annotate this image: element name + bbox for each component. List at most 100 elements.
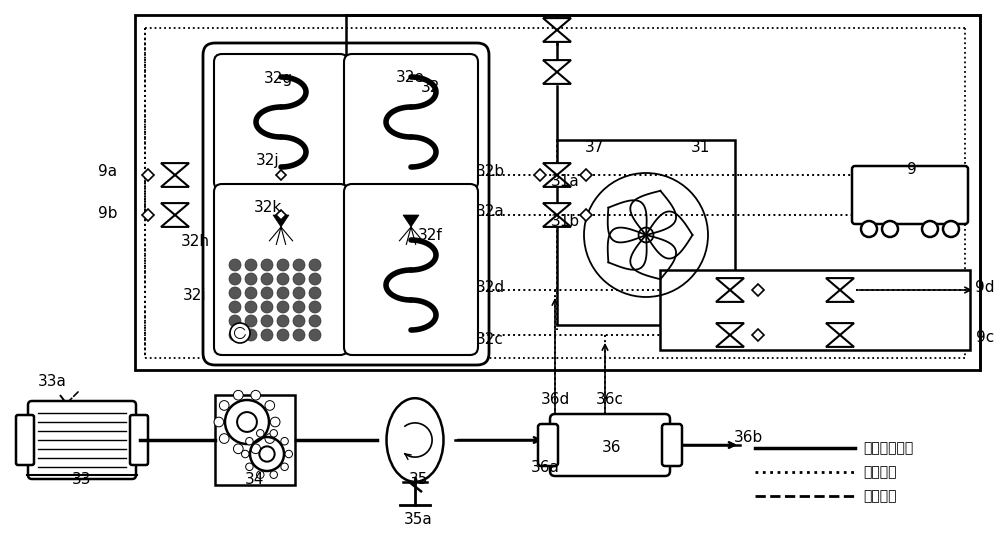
Circle shape bbox=[882, 221, 898, 237]
Polygon shape bbox=[716, 323, 744, 335]
Circle shape bbox=[219, 434, 229, 443]
Circle shape bbox=[251, 444, 261, 454]
Circle shape bbox=[293, 273, 305, 285]
Circle shape bbox=[261, 287, 273, 299]
Circle shape bbox=[229, 287, 241, 299]
Circle shape bbox=[281, 463, 288, 470]
Circle shape bbox=[242, 450, 249, 458]
Polygon shape bbox=[161, 175, 189, 187]
Polygon shape bbox=[716, 335, 744, 347]
Polygon shape bbox=[826, 290, 854, 302]
Polygon shape bbox=[716, 278, 744, 290]
Circle shape bbox=[233, 390, 243, 400]
Polygon shape bbox=[826, 323, 854, 335]
Text: 9c: 9c bbox=[976, 331, 994, 345]
Circle shape bbox=[277, 315, 289, 327]
Text: 32e: 32e bbox=[396, 70, 424, 86]
FancyBboxPatch shape bbox=[28, 401, 136, 479]
Polygon shape bbox=[543, 72, 571, 84]
Text: 9d: 9d bbox=[975, 280, 995, 294]
Circle shape bbox=[261, 329, 273, 341]
Circle shape bbox=[229, 315, 241, 327]
Circle shape bbox=[229, 273, 241, 285]
Text: 电能流向: 电能流向 bbox=[863, 489, 896, 503]
Text: 35a: 35a bbox=[404, 513, 432, 527]
FancyBboxPatch shape bbox=[538, 424, 558, 466]
Text: 9b: 9b bbox=[98, 207, 118, 222]
Circle shape bbox=[229, 259, 241, 271]
Circle shape bbox=[245, 287, 257, 299]
Circle shape bbox=[265, 434, 275, 443]
Circle shape bbox=[245, 329, 257, 341]
Circle shape bbox=[270, 430, 277, 437]
Circle shape bbox=[309, 273, 321, 285]
Text: 32c: 32c bbox=[476, 332, 504, 347]
Text: 37: 37 bbox=[585, 140, 605, 156]
Text: 32d: 32d bbox=[475, 280, 505, 294]
Circle shape bbox=[257, 430, 264, 437]
FancyBboxPatch shape bbox=[203, 43, 489, 365]
Circle shape bbox=[309, 301, 321, 313]
Polygon shape bbox=[161, 203, 189, 215]
Circle shape bbox=[309, 315, 321, 327]
Text: 36a: 36a bbox=[531, 460, 559, 474]
Circle shape bbox=[245, 315, 257, 327]
Circle shape bbox=[219, 401, 229, 410]
Text: 34: 34 bbox=[245, 473, 265, 487]
Circle shape bbox=[270, 417, 280, 427]
Circle shape bbox=[293, 259, 305, 271]
Polygon shape bbox=[543, 30, 571, 42]
Circle shape bbox=[270, 471, 277, 479]
Circle shape bbox=[229, 301, 241, 313]
Circle shape bbox=[277, 273, 289, 285]
Text: 二氧化碳流向: 二氧化碳流向 bbox=[863, 441, 913, 455]
Polygon shape bbox=[543, 18, 571, 30]
Circle shape bbox=[261, 315, 273, 327]
Polygon shape bbox=[142, 169, 154, 181]
Text: 33: 33 bbox=[72, 473, 92, 487]
Polygon shape bbox=[580, 169, 592, 181]
Text: 32j: 32j bbox=[256, 152, 280, 167]
Circle shape bbox=[261, 259, 273, 271]
Circle shape bbox=[229, 329, 241, 341]
Text: 33a: 33a bbox=[38, 375, 66, 390]
Text: 36d: 36d bbox=[540, 392, 570, 408]
Text: 32g: 32g bbox=[263, 70, 293, 86]
Polygon shape bbox=[580, 209, 592, 221]
Circle shape bbox=[293, 329, 305, 341]
Circle shape bbox=[265, 401, 275, 410]
Text: 32h: 32h bbox=[180, 235, 210, 249]
Polygon shape bbox=[276, 210, 286, 220]
Text: 31a: 31a bbox=[551, 175, 579, 190]
Ellipse shape bbox=[386, 398, 444, 482]
Text: 31b: 31b bbox=[550, 215, 580, 229]
Circle shape bbox=[309, 287, 321, 299]
Circle shape bbox=[309, 259, 321, 271]
Text: 32i: 32i bbox=[183, 287, 207, 302]
Circle shape bbox=[943, 221, 959, 237]
Polygon shape bbox=[826, 278, 854, 290]
Circle shape bbox=[246, 437, 253, 445]
FancyBboxPatch shape bbox=[214, 54, 348, 190]
Circle shape bbox=[245, 259, 257, 271]
Text: 32k: 32k bbox=[254, 199, 282, 215]
Polygon shape bbox=[534, 169, 546, 181]
FancyBboxPatch shape bbox=[214, 184, 348, 355]
Circle shape bbox=[293, 287, 305, 299]
FancyBboxPatch shape bbox=[130, 415, 148, 465]
Bar bbox=[557, 140, 735, 325]
Circle shape bbox=[277, 259, 289, 271]
Polygon shape bbox=[543, 163, 571, 175]
Circle shape bbox=[277, 287, 289, 299]
Text: 36c: 36c bbox=[596, 392, 624, 408]
Bar bbox=[215, 395, 295, 485]
Polygon shape bbox=[403, 215, 419, 227]
Circle shape bbox=[230, 323, 250, 343]
Circle shape bbox=[285, 450, 292, 458]
Circle shape bbox=[245, 301, 257, 313]
Circle shape bbox=[251, 390, 261, 400]
FancyBboxPatch shape bbox=[550, 414, 670, 476]
Circle shape bbox=[922, 221, 938, 237]
Circle shape bbox=[861, 221, 877, 237]
FancyBboxPatch shape bbox=[852, 166, 968, 224]
